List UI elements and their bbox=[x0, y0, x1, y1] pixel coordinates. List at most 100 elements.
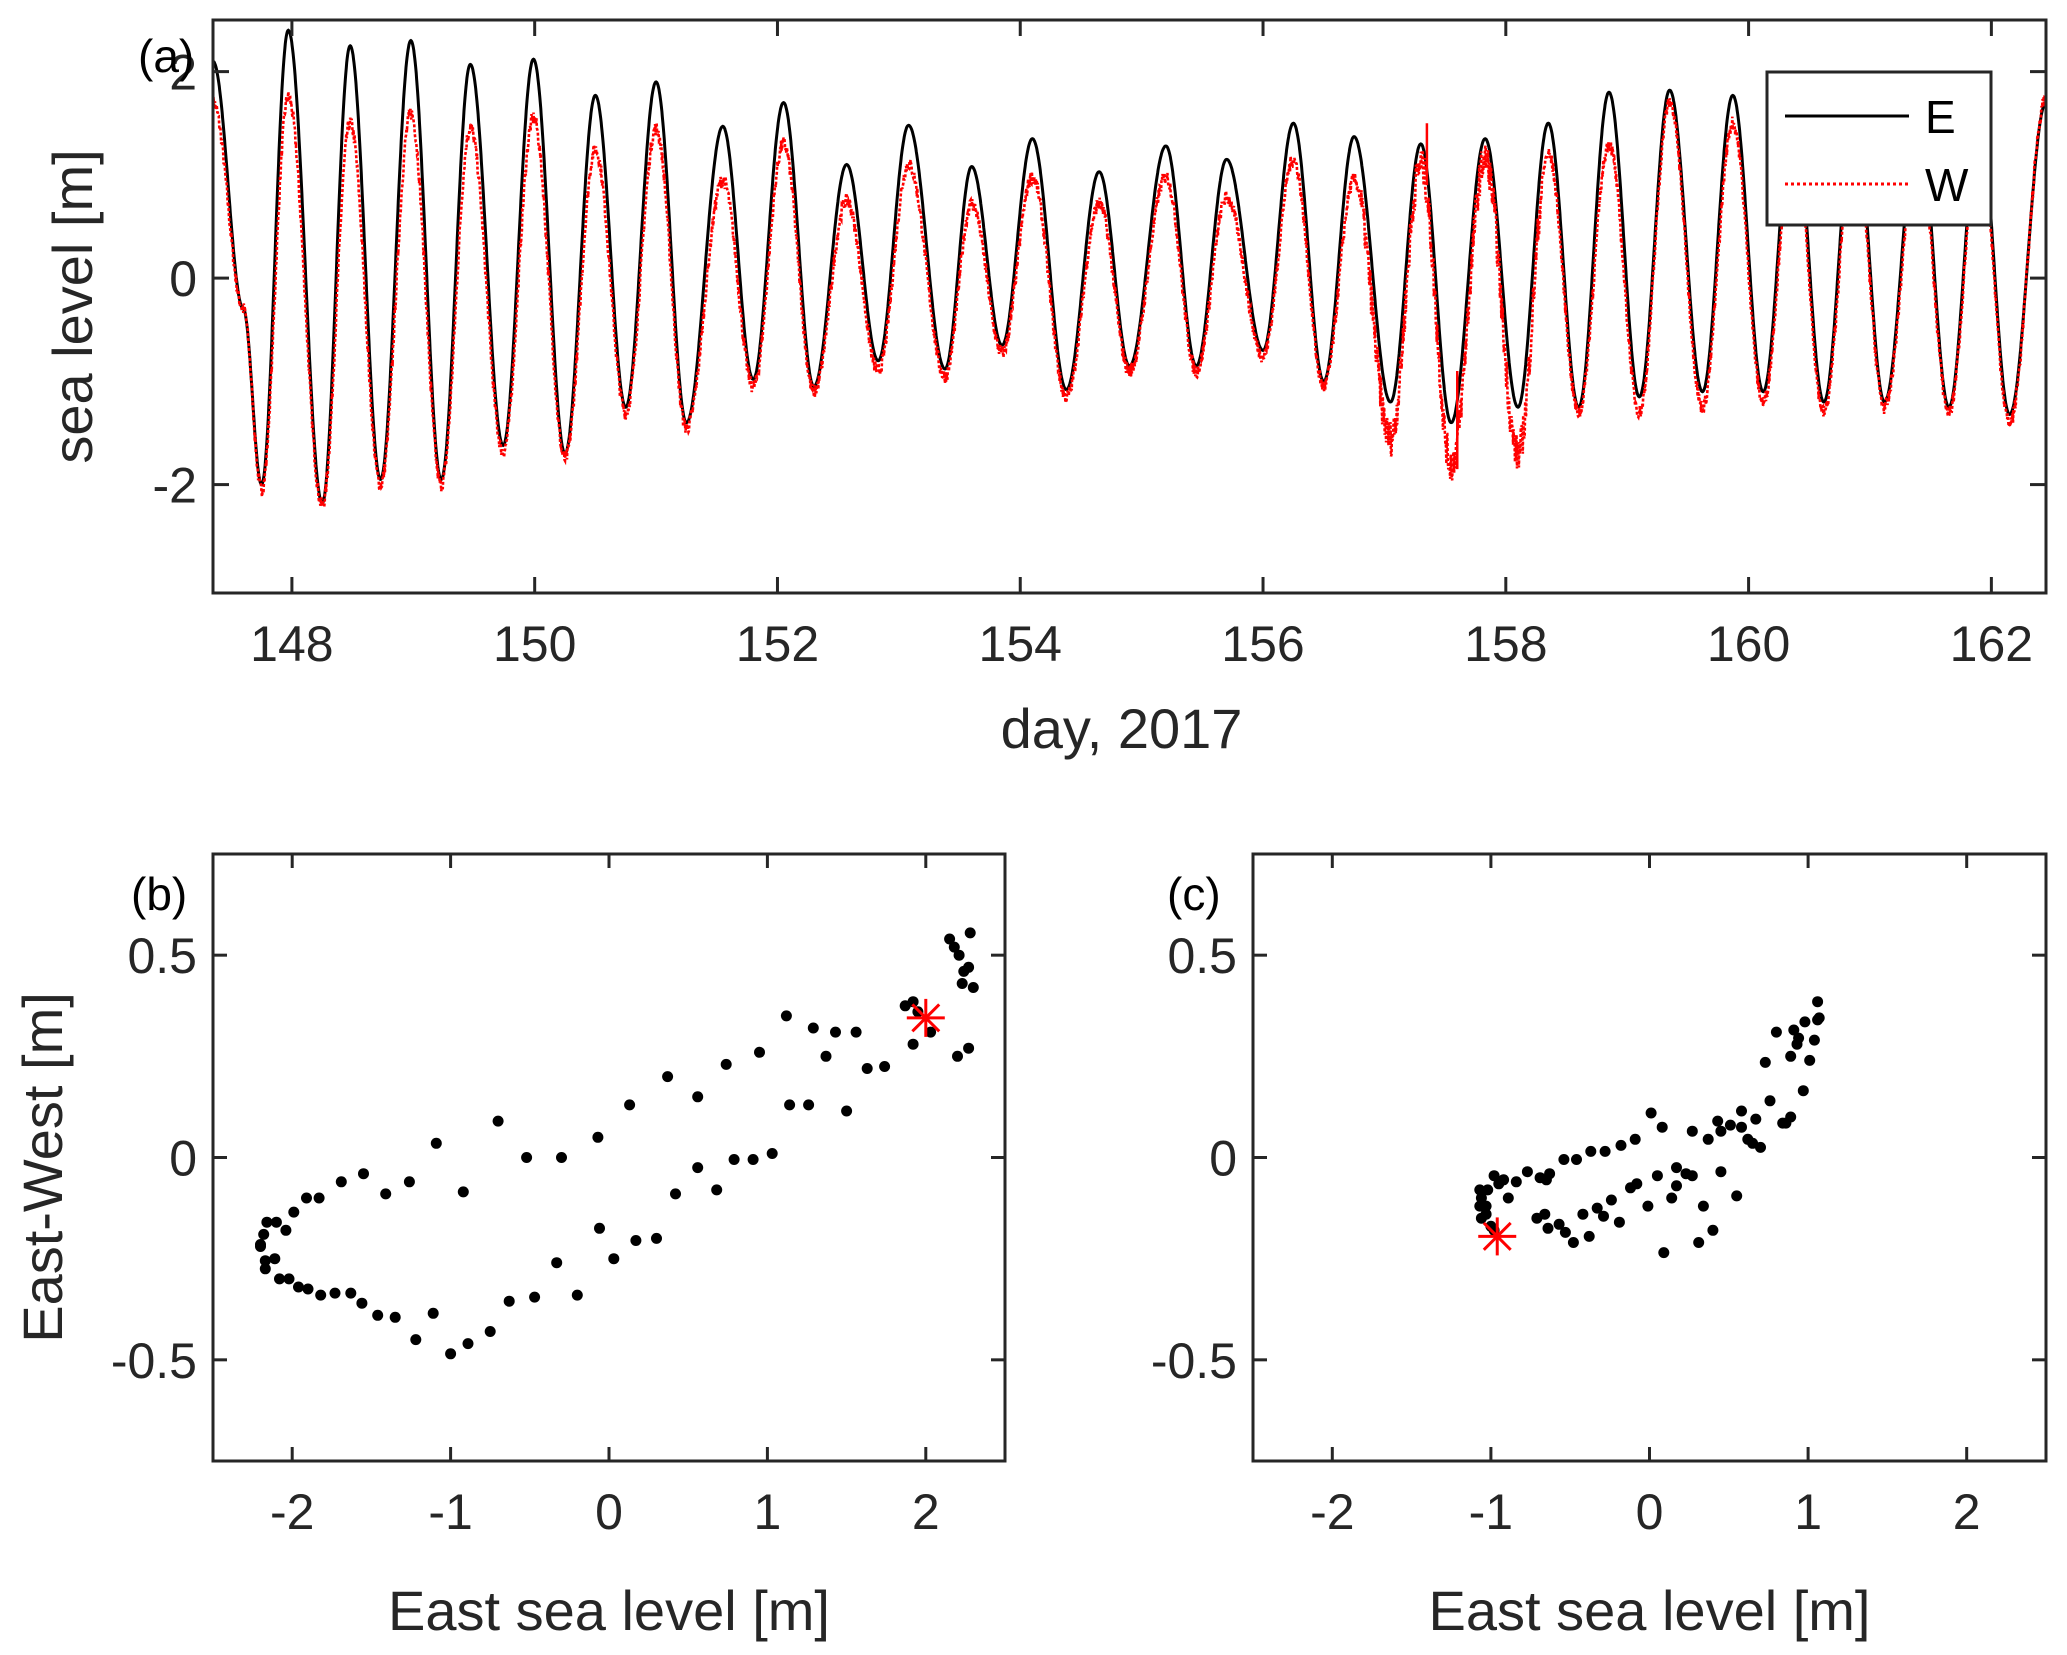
scatter-point bbox=[258, 1228, 270, 1240]
asterisk-stroke bbox=[911, 1003, 941, 1033]
scatter-point bbox=[1702, 1133, 1714, 1145]
panel-c-y-tick-label: -0.5 bbox=[1151, 1333, 1237, 1389]
scatter-point bbox=[1510, 1176, 1522, 1188]
scatter-point bbox=[380, 1188, 392, 1200]
panel-a-x-tick-label: 152 bbox=[736, 616, 819, 672]
scatter-point bbox=[492, 1115, 504, 1127]
scatter-point bbox=[457, 1186, 469, 1198]
scatter-point bbox=[255, 1241, 266, 1252]
panel-a-plot-area bbox=[213, 20, 2046, 593]
panel-b-y-tick-label: 0.5 bbox=[127, 928, 197, 984]
panel-b-x-tick-label: 1 bbox=[753, 1484, 781, 1540]
legend-box bbox=[1765, 70, 1993, 227]
scatter-point bbox=[1785, 1111, 1797, 1123]
start-asterisk-marker bbox=[906, 998, 945, 1037]
scatter-point bbox=[670, 1188, 681, 1200]
scatter-point bbox=[1808, 1034, 1820, 1046]
scatter-point bbox=[403, 1176, 415, 1188]
scatter-point bbox=[1697, 1200, 1709, 1212]
scatter-point bbox=[427, 1307, 439, 1319]
scatter-point bbox=[841, 1105, 853, 1117]
scatter-point bbox=[1791, 1038, 1803, 1050]
panel-b-x-tick-label: -1 bbox=[428, 1484, 472, 1540]
panel-a-ticks: 148 150 152 154 156 158 160 162 -2 0 2 bbox=[153, 20, 2046, 672]
scatter-point bbox=[1605, 1194, 1617, 1206]
scatter-point bbox=[879, 1061, 891, 1072]
scatter-point bbox=[1521, 1166, 1533, 1178]
panel-a-x-tick-label: 154 bbox=[979, 616, 1062, 672]
scatter-point bbox=[1474, 1200, 1486, 1212]
scatter-point bbox=[313, 1192, 325, 1204]
panel-c-ticks: -2 -1 0 1 2 -0.5 0 0.5 bbox=[1151, 854, 2046, 1540]
panel-c-y-tick-label: 0 bbox=[1209, 1131, 1237, 1187]
scatter-point bbox=[1764, 1095, 1776, 1107]
scatter-point bbox=[850, 1026, 862, 1038]
panel-a-x-tick-label: 162 bbox=[1950, 616, 2033, 672]
scatter-point bbox=[1558, 1154, 1570, 1165]
panel-c-x-tick-label: 0 bbox=[1636, 1484, 1664, 1540]
scatter-point bbox=[556, 1152, 567, 1163]
scatter-point bbox=[807, 1022, 819, 1034]
scatter-point bbox=[1577, 1208, 1589, 1220]
scatter-point bbox=[1736, 1105, 1747, 1117]
panel-b-label: (b) bbox=[131, 868, 187, 920]
panel-a-timeseries: 148 150 152 154 156 158 160 162 -2 0 2 (a) day, 20… bbox=[41, 18, 2048, 760]
scatter-point bbox=[356, 1297, 368, 1309]
scatter-point bbox=[571, 1289, 583, 1301]
scatter-point bbox=[1799, 1016, 1811, 1028]
scatter-point bbox=[551, 1257, 563, 1269]
scatter-point bbox=[1804, 1054, 1816, 1066]
scatter-point bbox=[1715, 1125, 1727, 1137]
scatter-point bbox=[288, 1206, 300, 1218]
scatter-point bbox=[1591, 1202, 1603, 1214]
panel-c-scatter: -2 -1 0 1 2 -0.5 0 0.5 (c) East sea level [m] bbox=[1151, 852, 2048, 1642]
scatter-point bbox=[1812, 996, 1824, 1008]
scatter-point bbox=[1712, 1115, 1724, 1127]
scatter-point bbox=[1598, 1210, 1609, 1222]
start-asterisk-marker bbox=[1478, 1217, 1517, 1256]
scatter-point bbox=[1813, 1012, 1825, 1024]
scatter-point bbox=[953, 949, 965, 961]
scatter-point bbox=[315, 1289, 327, 1301]
scatter-point bbox=[1755, 1141, 1766, 1153]
legend-label-W: W bbox=[1925, 159, 1969, 211]
scatter-point bbox=[1585, 1145, 1597, 1157]
scatter-point bbox=[662, 1071, 674, 1083]
scatter-point bbox=[259, 1263, 271, 1275]
scatter-point bbox=[754, 1046, 765, 1058]
scatter-point bbox=[1615, 1139, 1627, 1151]
scatter-point bbox=[907, 1038, 919, 1050]
panel-a-x-tick-label: 148 bbox=[250, 616, 333, 672]
panel-b-x-axis-label: East sea level [m] bbox=[388, 1579, 830, 1642]
panel-a-y-axis-label: sea level [m] bbox=[41, 149, 104, 463]
scatter-point bbox=[803, 1099, 815, 1111]
panel-c-x-axis-label: East sea level [m] bbox=[1429, 1579, 1871, 1642]
panel-a-y-tick-label: 0 bbox=[169, 251, 197, 307]
scatter-point bbox=[302, 1283, 314, 1295]
scatter-point bbox=[1583, 1230, 1595, 1242]
scatter-point bbox=[952, 1050, 963, 1062]
scatter-point bbox=[430, 1137, 442, 1149]
scatter-point bbox=[1559, 1226, 1571, 1238]
scatter-point bbox=[692, 1162, 704, 1174]
scatter-point bbox=[1553, 1218, 1565, 1230]
scatter-point bbox=[1788, 1024, 1800, 1036]
panel-a-axes-frame bbox=[211, 18, 2048, 595]
scatter-point bbox=[1542, 1222, 1554, 1234]
scatter-point bbox=[1613, 1216, 1625, 1228]
scatter-point bbox=[1567, 1237, 1579, 1248]
scatter-point bbox=[1642, 1200, 1654, 1212]
scatter-point bbox=[861, 1063, 873, 1074]
scatter-point bbox=[503, 1295, 515, 1307]
scatter-point bbox=[1658, 1247, 1670, 1259]
scatter-point bbox=[692, 1091, 704, 1103]
scatter-point bbox=[335, 1176, 347, 1188]
scatter-point bbox=[766, 1148, 778, 1159]
scatter-point bbox=[747, 1154, 759, 1165]
scatter-point bbox=[1493, 1178, 1505, 1190]
panel-c-x-tick-label: 2 bbox=[1953, 1484, 1981, 1540]
scatter-point bbox=[948, 941, 960, 953]
scatter-point bbox=[462, 1338, 474, 1350]
panel-a-x-tick-label: 160 bbox=[1707, 616, 1790, 672]
panel-b-points bbox=[255, 927, 979, 1360]
